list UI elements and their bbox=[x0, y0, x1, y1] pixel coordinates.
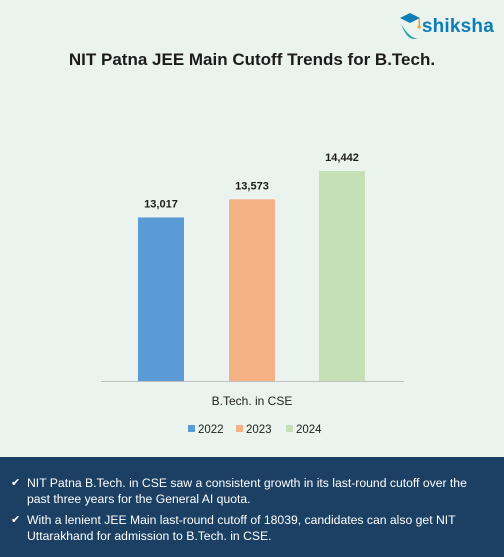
note-item: ✔ With a lenient JEE Main last-round cut… bbox=[11, 512, 492, 544]
brand-logo: shiksha bbox=[398, 8, 494, 46]
legend: 2022 2023 2024 bbox=[188, 424, 322, 436]
bar-2024 bbox=[319, 171, 365, 381]
bar-2023 bbox=[229, 199, 275, 381]
note-text: With a lenient JEE Main last-round cutof… bbox=[27, 513, 456, 543]
bars-group: 13,017 13,573 14,442 bbox=[138, 152, 365, 381]
chart-title: NIT Patna JEE Main Cutoff Trends for B.T… bbox=[68, 50, 436, 69]
legend-swatch-2024 bbox=[286, 425, 293, 432]
data-label-2024: 14,442 bbox=[325, 152, 359, 164]
data-label-2023: 13,573 bbox=[235, 180, 269, 192]
legend-label-2022: 2022 bbox=[198, 424, 224, 436]
legend-swatch-2022 bbox=[188, 425, 195, 432]
checkmark-icon: ✔ bbox=[11, 477, 21, 489]
notes-panel: ✔ NIT Patna B.Tech. in CSE saw a consist… bbox=[0, 457, 504, 557]
legend-label-2024: 2024 bbox=[296, 424, 322, 436]
bar-2022 bbox=[138, 217, 184, 381]
note-item: ✔ NIT Patna B.Tech. in CSE saw a consist… bbox=[11, 475, 492, 507]
data-label-2022: 13,017 bbox=[144, 198, 178, 210]
legend-label-2023: 2023 bbox=[246, 424, 272, 436]
graduation-cap-icon bbox=[399, 13, 421, 40]
note-text: NIT Patna B.Tech. in CSE saw a consisten… bbox=[27, 476, 467, 506]
x-category-label: B.Tech. in CSE bbox=[212, 394, 293, 408]
brand-name: shiksha bbox=[421, 16, 494, 37]
checkmark-icon: ✔ bbox=[11, 514, 21, 526]
legend-swatch-2023 bbox=[236, 425, 243, 432]
